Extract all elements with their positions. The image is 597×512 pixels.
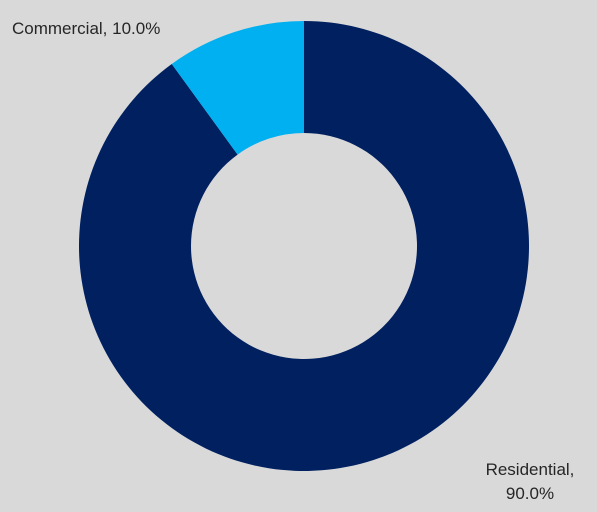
data-label-line: Commercial, 10.0% <box>12 19 160 38</box>
slice-residential <box>78 21 529 471</box>
slice-commercial <box>171 20 304 155</box>
data-label-line: Residential, <box>486 460 575 479</box>
data-label-line: 90.0% <box>506 484 554 503</box>
data-label-commercial: Commercial, 10.0% <box>12 19 160 38</box>
data-label-residential: Residential, 90.0% <box>486 460 575 503</box>
